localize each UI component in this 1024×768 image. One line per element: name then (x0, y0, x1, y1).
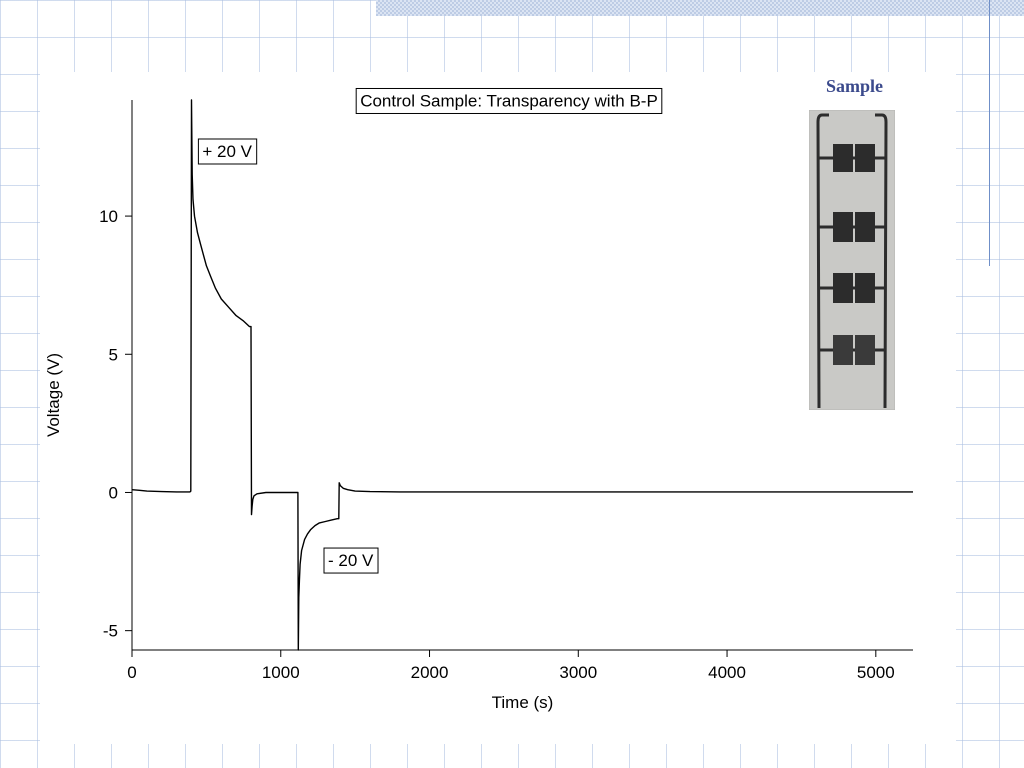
voltage-time-chart: 0 1000 2000 3000 4000 5000 -5 0 5 10 Time (s) Volta… (44, 87, 913, 712)
x-axis-title: Time (s) (492, 693, 554, 712)
chart-title: Control Sample: Transparency with B-P (360, 91, 658, 110)
right-decorative-rule (989, 0, 990, 266)
annotation-label-box (197, 138, 258, 165)
x-tick-label: 5000 (857, 663, 895, 682)
chart-title-box (355, 87, 663, 114)
y-tick-label: 5 (109, 345, 118, 364)
sample-electrode-row-2 (819, 212, 885, 242)
voltage-trace (131, 99, 913, 651)
sample-label: Sample (826, 76, 884, 96)
x-tick-label: 2000 (411, 663, 449, 682)
y-tick-label: 0 (109, 483, 118, 502)
sample-photo (809, 110, 895, 410)
sample-electrode-row-1 (819, 144, 885, 172)
y-axis-title: Voltage (V) (44, 353, 63, 437)
x-tick-label: 3000 (559, 663, 597, 682)
top-decorative-band (376, 0, 1024, 16)
sample-electrode-row-3 (819, 273, 885, 303)
chart-panel: 0 1000 2000 3000 4000 5000 -5 0 5 10 Time (s) Volta… (40, 72, 956, 744)
sample-left-rail (816, 113, 829, 409)
x-tick-label: 0 (127, 663, 136, 682)
annotation-label-box (323, 547, 379, 574)
x-tick-label: 1000 (262, 663, 300, 682)
x-tick-label: 4000 (708, 663, 746, 682)
annotation-label: - 20 V (328, 551, 374, 570)
annotation-label: + 20 V (202, 142, 252, 161)
y-tick-label: -5 (103, 622, 118, 641)
y-tick-label: 10 (99, 207, 118, 226)
sample-electrode-row-4 (819, 335, 885, 365)
sample-right-rail (875, 113, 888, 409)
